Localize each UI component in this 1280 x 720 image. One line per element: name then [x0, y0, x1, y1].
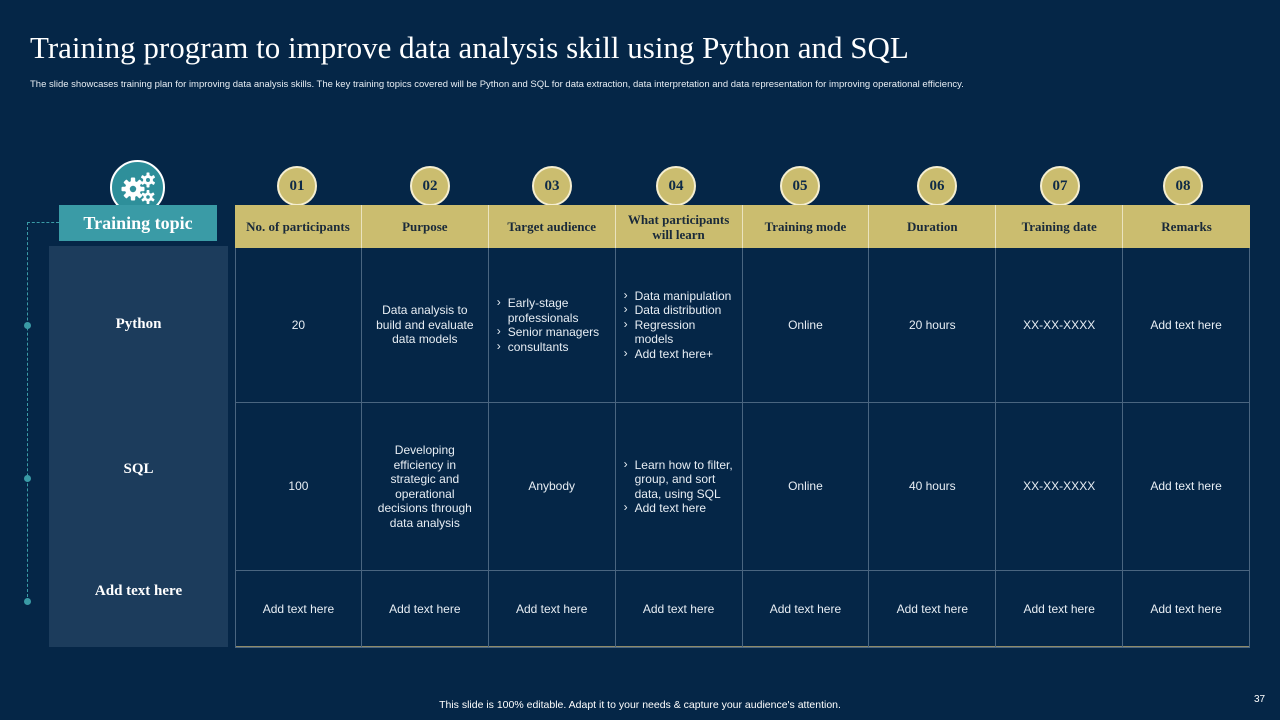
- list-item: Learn how to filter, group, and sort dat…: [624, 457, 734, 502]
- list-item: consultants: [497, 339, 607, 355]
- slide-subtitle: The slide showcases training plan for im…: [30, 79, 964, 90]
- topic-sql: SQL: [123, 461, 154, 477]
- table-cell: Anybody: [488, 403, 616, 571]
- table-cell: Online: [742, 248, 870, 403]
- step-number-badge: 02: [410, 166, 450, 206]
- step-number-badge: 07: [1040, 166, 1080, 206]
- connector-dot: [24, 598, 31, 605]
- step-number-badge: 01: [277, 166, 317, 206]
- list-item: Add text here: [624, 500, 734, 516]
- bullet-list: Early-stage professionals Senior manager…: [497, 295, 607, 355]
- topic-python: Python: [115, 316, 162, 332]
- table-cell: 40 hours: [869, 403, 997, 571]
- table-cell: Developing efficiency in strategic and o…: [361, 403, 489, 571]
- table-cell: Add text here: [235, 571, 362, 648]
- header-duration: Duration: [869, 205, 997, 248]
- connector-line: [27, 222, 28, 602]
- table-cell: Add text here: [361, 571, 489, 648]
- header-remarks: Remarks: [1123, 205, 1250, 248]
- training-plan-table: No. of participants Purpose Target audie…: [235, 205, 1250, 648]
- list-item: Senior managers: [497, 324, 607, 340]
- table-cell: Data manipulation Data distribution Regr…: [615, 248, 743, 403]
- page-number: 37: [1254, 694, 1266, 705]
- step-number-badge: 03: [532, 166, 572, 206]
- connector-dot: [24, 475, 31, 482]
- table-cell: XX-XX-XXXX: [996, 248, 1124, 403]
- list-item: Data manipulation: [624, 288, 734, 304]
- slide-footer: This slide is 100% editable. Adapt it to…: [439, 699, 841, 711]
- header-purpose: Purpose: [361, 205, 489, 248]
- topic-add-text: Add text here: [94, 583, 183, 599]
- training-topic-heading: Training topic: [59, 205, 217, 241]
- table-cell: 20 hours: [869, 248, 997, 403]
- header-target-audience: Target audience: [488, 205, 616, 248]
- table-cell: Add text here: [869, 571, 997, 648]
- list-item: Add text here+: [624, 346, 734, 362]
- list-item: Early-stage professionals: [497, 295, 607, 325]
- table-cell: Learn how to filter, group, and sort dat…: [615, 403, 743, 571]
- step-number-badge: 04: [656, 166, 696, 206]
- table-cell: Add text here: [615, 571, 743, 648]
- step-number-badge: 08: [1163, 166, 1203, 206]
- table-cell: Add text here: [1123, 248, 1250, 403]
- list-item: Data distribution: [624, 302, 734, 318]
- list-item: Regression models: [624, 317, 734, 347]
- table-cell: 100: [235, 403, 362, 571]
- table-cell: 20: [235, 248, 362, 403]
- table-cell: Add text here: [1123, 403, 1250, 571]
- header-what-learn: What participants will learn: [615, 205, 743, 248]
- table-cell: Add text here: [488, 571, 616, 648]
- header-participants: No. of participants: [235, 205, 362, 248]
- table-cell: Add text here: [1123, 571, 1250, 648]
- table-cell: Add text here: [742, 571, 870, 648]
- table-cell: Add text here: [996, 571, 1124, 648]
- connector-line-top: [27, 222, 59, 223]
- topic-panel: [49, 246, 228, 647]
- bullet-list: Learn how to filter, group, and sort dat…: [624, 457, 734, 516]
- table-cell: Data analysis to build and evaluate data…: [361, 248, 489, 403]
- header-training-mode: Training mode: [742, 205, 870, 248]
- slide-title: Training program to improve data analysi…: [30, 30, 909, 65]
- connector-dot: [24, 322, 31, 329]
- step-number-badge: 06: [917, 166, 957, 206]
- step-number-badge: 05: [780, 166, 820, 206]
- table-cell: Early-stage professionals Senior manager…: [488, 248, 616, 403]
- table-cell: Online: [742, 403, 870, 571]
- header-training-date: Training date: [996, 205, 1124, 248]
- table-cell: XX-XX-XXXX: [996, 403, 1124, 571]
- bullet-list: Data manipulation Data distribution Regr…: [624, 288, 734, 362]
